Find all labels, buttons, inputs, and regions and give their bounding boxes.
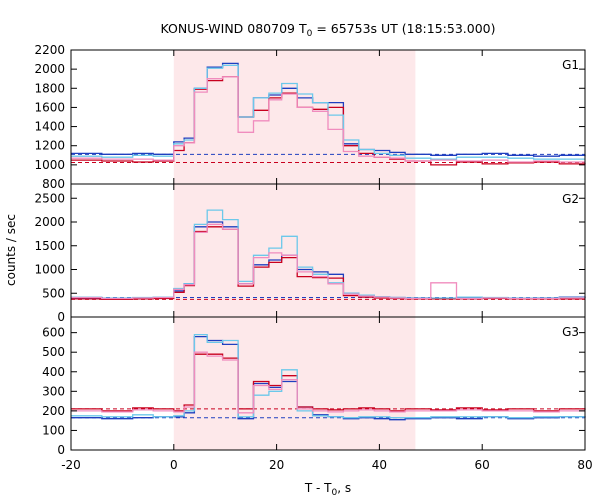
y-tick-label: 1500 xyxy=(34,239,65,253)
highlight-interval xyxy=(173,317,416,450)
series-blue xyxy=(71,62,586,157)
y-tick-label: 1000 xyxy=(34,158,65,172)
chart-title: KONUS-WIND 080709 T0 = 65753s UT (18:15:… xyxy=(160,21,495,39)
panel-g1: 800 1000 1200 1400 1600 1800 2000 2200 G1 xyxy=(34,43,586,191)
y-tick-label: 200 xyxy=(42,404,65,418)
highlight-interval xyxy=(173,184,416,317)
panel-label: G1 xyxy=(562,58,579,72)
y-tick-label: 1400 xyxy=(34,120,65,134)
series-pink xyxy=(71,351,585,414)
series-pink xyxy=(71,223,585,300)
x-tick-label: 20 xyxy=(269,458,284,472)
y-tick-label: 1000 xyxy=(34,263,65,277)
highlight-interval xyxy=(173,50,416,184)
x-axis-label: T - T0, s xyxy=(304,481,351,498)
y-tick-label: 2500 xyxy=(34,191,65,205)
y-tick-label: 100 xyxy=(42,423,65,437)
x-tick-label: -20 xyxy=(61,458,81,472)
panel-g3: 0 100 200 300 400 500 600 G3 xyxy=(42,316,586,457)
series-lightblue xyxy=(71,333,585,419)
series-pink xyxy=(71,76,585,163)
y-tick-label: 2000 xyxy=(34,62,65,76)
y-tick-label: 1200 xyxy=(34,139,65,153)
y-tick-label: 2000 xyxy=(34,215,65,229)
y-tick-label: 500 xyxy=(42,345,65,359)
panel-label: G3 xyxy=(562,325,579,339)
x-tick-label: 40 xyxy=(372,458,387,472)
y-tick-label: 800 xyxy=(42,177,65,191)
y-tick-label: 600 xyxy=(42,326,65,340)
panel-g2: 0 500 1000 1500 2000 2500 G2 xyxy=(34,183,586,324)
y-tick-label: 1600 xyxy=(34,100,65,114)
y-tick-label: 500 xyxy=(42,286,65,300)
y-tick-label: 0 xyxy=(57,310,65,324)
series-red xyxy=(71,353,586,412)
y-axis-label: counts / sec xyxy=(4,214,18,286)
y-tick-label: 2200 xyxy=(34,43,65,57)
y-tick-label: 300 xyxy=(42,384,65,398)
x-tick-label: 60 xyxy=(475,458,490,472)
panels-group: 8001000120014001600180020002200G10500100… xyxy=(34,43,592,472)
panel-label: G2 xyxy=(562,192,579,206)
panel-frame xyxy=(70,316,586,451)
series-lightblue xyxy=(71,64,585,160)
x-tick-label: 80 xyxy=(577,458,592,472)
x-tick-label: 0 xyxy=(170,458,178,472)
y-tick-label: 1800 xyxy=(34,81,65,95)
y-tick-label: 0 xyxy=(57,443,65,457)
y-tick-label: 400 xyxy=(42,365,65,379)
